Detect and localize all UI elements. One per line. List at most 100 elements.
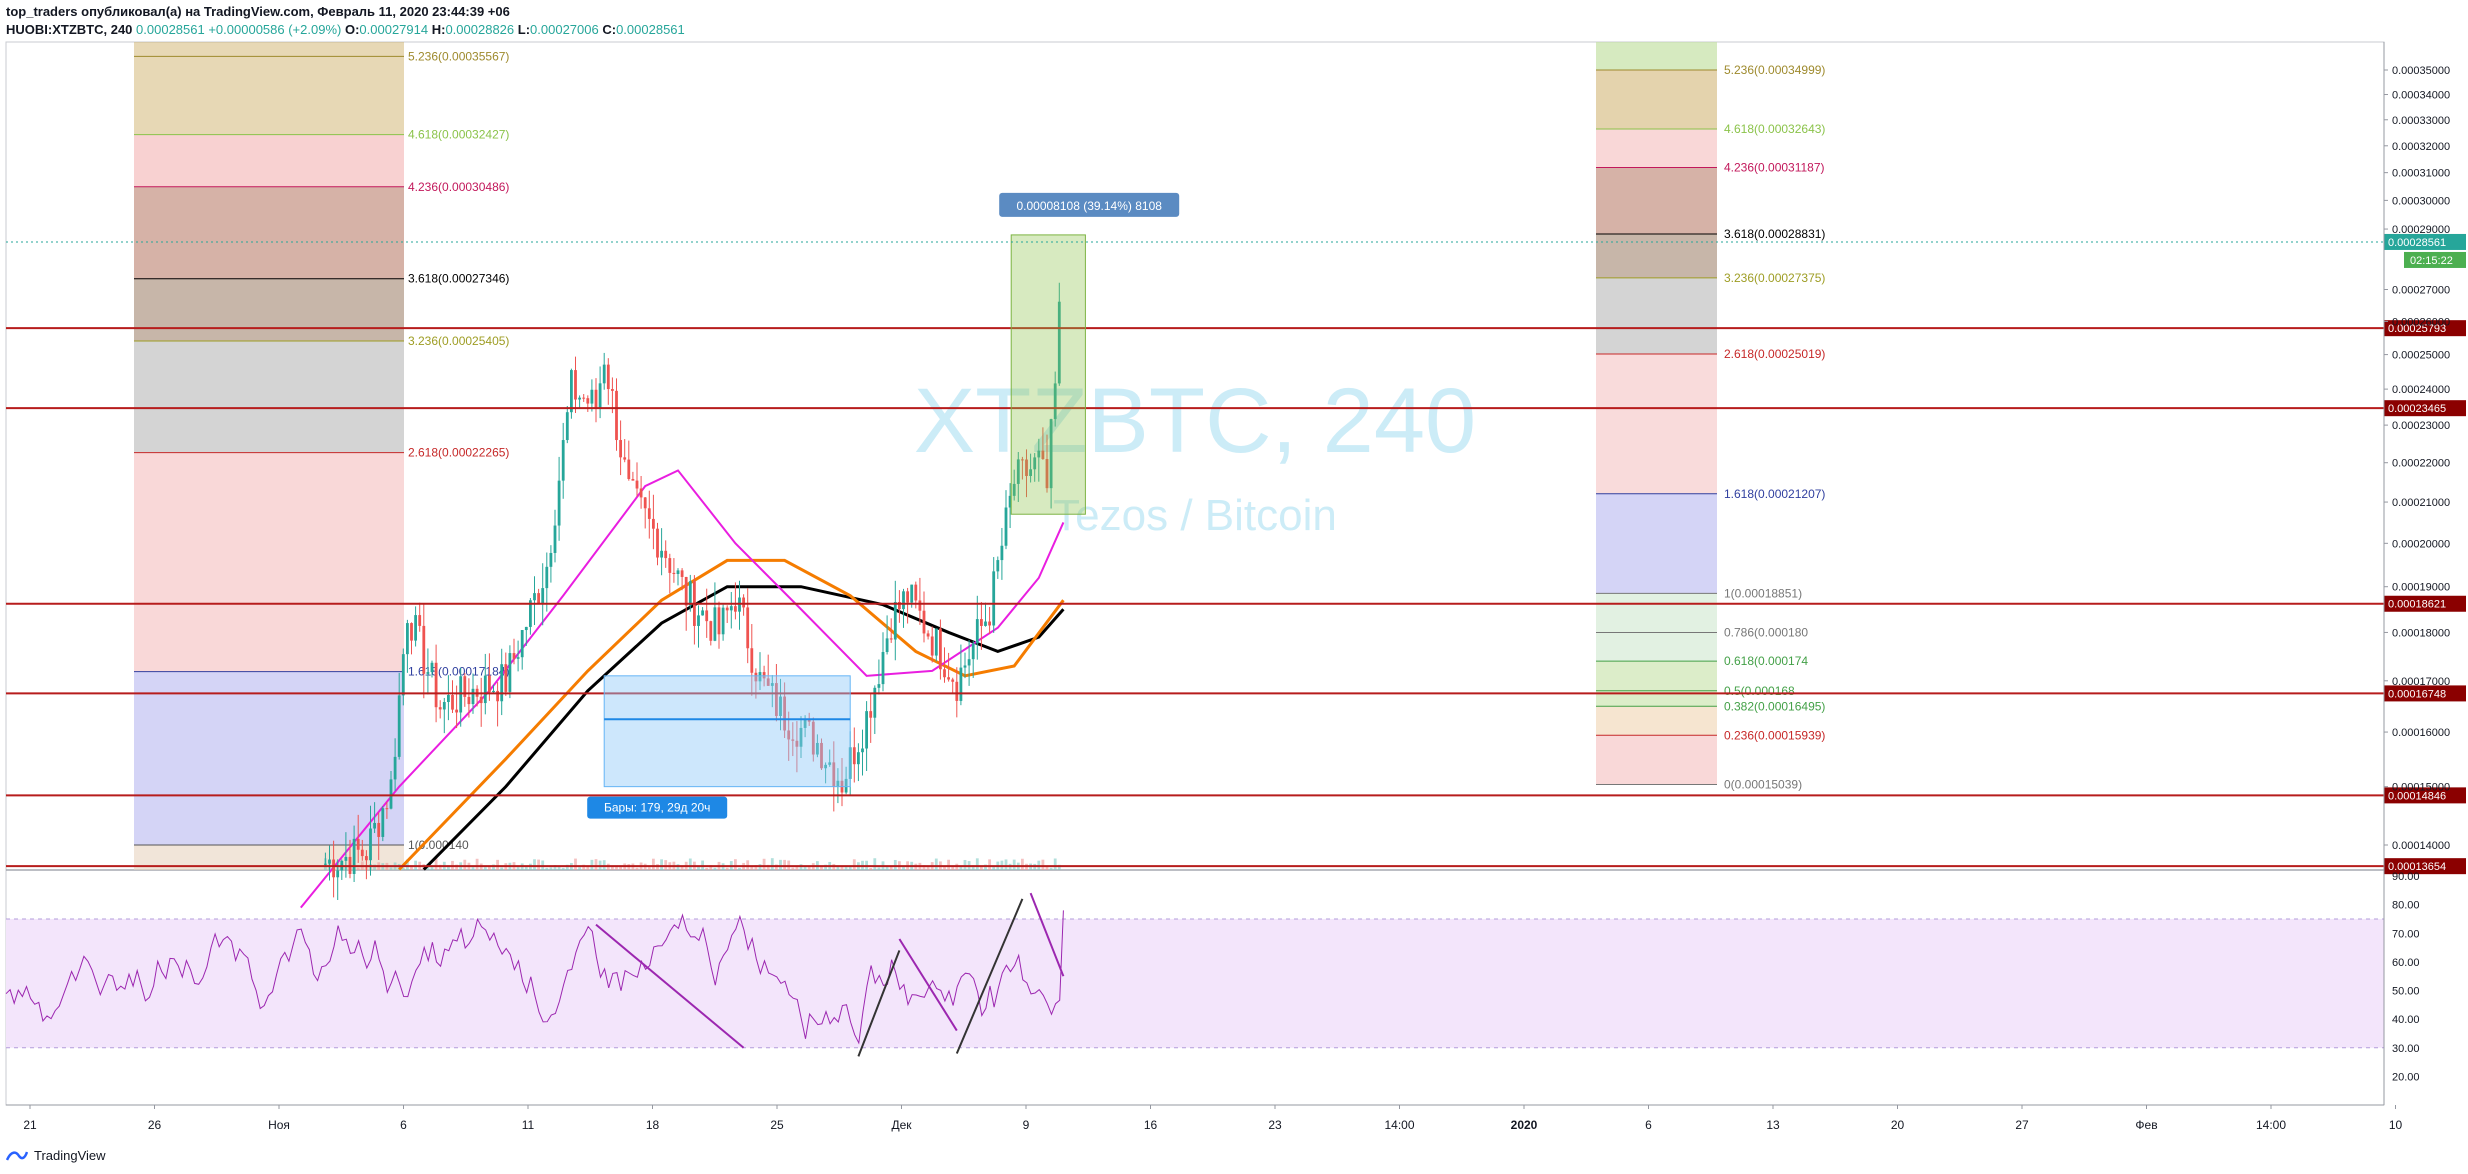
volume-bar [988, 859, 991, 870]
time-tick-label: 26 [148, 1118, 162, 1132]
candle-body [959, 667, 963, 701]
candle-body [328, 859, 331, 864]
volume-bar [770, 858, 774, 870]
candle-body [857, 752, 860, 765]
volume-bar [602, 860, 606, 870]
volume-bar [840, 865, 844, 870]
volume-bar [488, 865, 491, 870]
date-range-label: Бары: 179, 29д 20ч [604, 801, 711, 815]
price-tick-label: 0.00035000 [2392, 65, 2450, 77]
volume-bar [713, 867, 717, 870]
volume-bar [500, 867, 504, 870]
volume-bar [524, 867, 528, 870]
time-tick-label: 23 [1268, 1118, 1282, 1132]
level-price-text: 0.00014846 [2388, 790, 2446, 802]
rsi-band [6, 918, 2384, 1048]
candle-body [574, 370, 577, 400]
price-tick-label: 0.00032000 [2392, 141, 2450, 153]
volume-bar [664, 860, 668, 870]
last-price: 0.00028561 [136, 22, 205, 37]
fib-left-band [134, 134, 404, 187]
candle-body [725, 607, 729, 611]
time-tick-label: 20 [1891, 1118, 1905, 1132]
rsi-tick-label: 50.00 [2392, 986, 2420, 998]
publisher-text: top_traders опубликовал(а) на TradingVie… [6, 4, 510, 19]
publisher-line: top_traders опубликовал(а) на TradingVie… [6, 4, 510, 19]
volume-bar [754, 865, 758, 870]
date-range-box [603, 675, 851, 788]
fib-left-band [134, 340, 404, 453]
candle-body [873, 687, 877, 718]
candle-body [615, 390, 618, 441]
candle-body [410, 623, 413, 641]
candle-body [451, 694, 454, 710]
candle-body [951, 679, 955, 682]
volume-bar [746, 860, 750, 870]
volume-bar [1057, 864, 1061, 870]
price-tick-label: 0.00021000 [2392, 497, 2450, 509]
time-tick-label: 21 [23, 1118, 37, 1132]
time-tick-label: 2020 [1511, 1118, 1538, 1132]
volume-bar [902, 866, 905, 870]
open-value: 0.00027914 [359, 22, 429, 37]
fib-right-band [1596, 128, 1717, 168]
candle-body [816, 742, 819, 755]
candle-body [877, 684, 881, 688]
time-tick-label: Дек [891, 1118, 912, 1132]
price-range-label: 0.00008108 (39.14%) 8108 [1016, 199, 1162, 213]
low-value: 0.00027006 [530, 22, 599, 37]
rsi-tick-label: 30.00 [2392, 1043, 2420, 1055]
volume-bar [783, 859, 786, 870]
fib-left-band [134, 671, 404, 845]
candle-body [344, 856, 348, 861]
candle-body [582, 397, 586, 399]
candle-body [570, 370, 573, 413]
candle-body [750, 648, 754, 673]
candle-body [549, 552, 553, 567]
candle-body [1021, 459, 1024, 461]
level-price-tag [2384, 685, 2466, 702]
candle-body [869, 711, 873, 718]
candle-body [381, 808, 385, 837]
candle-body [779, 696, 782, 716]
candle-body [422, 625, 426, 674]
volume-bar [516, 867, 520, 870]
volume-bar [410, 865, 413, 870]
fib-right-label: 0.236(0.00015939) [1724, 728, 1825, 742]
fib-left-band [134, 42, 404, 135]
candle-body [729, 606, 733, 611]
fib-right-label: 0.618(0.000174 [1724, 654, 1808, 668]
candle-body [602, 364, 606, 384]
candle-body [647, 508, 651, 519]
candle-body [762, 672, 766, 679]
candle-body [906, 591, 909, 603]
volume-bar [750, 865, 754, 870]
rsi-tick-label: 60.00 [2392, 957, 2420, 969]
candle-body [918, 600, 922, 611]
candle-body [336, 870, 340, 878]
volume-bar [959, 866, 963, 870]
price-tick-label: 0.00022000 [2392, 458, 2450, 470]
volume-bar [406, 859, 409, 870]
candle-body [697, 615, 700, 626]
candle-body [332, 859, 335, 878]
price-tick-label: 0.00027000 [2392, 284, 2450, 296]
candle-body [590, 389, 594, 404]
volume-bar [738, 867, 741, 870]
candle-body [1029, 469, 1032, 477]
candle-body [594, 389, 598, 410]
candle-body [717, 607, 721, 635]
fib-left-label: 2.618(0.00022265) [408, 446, 509, 460]
volume-bar [766, 864, 770, 870]
volume-bar [430, 866, 434, 870]
rsi-trendline [595, 923, 745, 1049]
volume-bar [586, 866, 590, 870]
candle-body [721, 607, 725, 635]
rsi-tick-label: 20.00 [2392, 1071, 2420, 1083]
fib-left-label: 5.236(0.00035567) [408, 49, 509, 63]
candle-body [742, 597, 745, 608]
volume-bar [1049, 867, 1053, 870]
candle-body [996, 560, 1000, 572]
time-tick-label: Фев [2135, 1118, 2157, 1132]
